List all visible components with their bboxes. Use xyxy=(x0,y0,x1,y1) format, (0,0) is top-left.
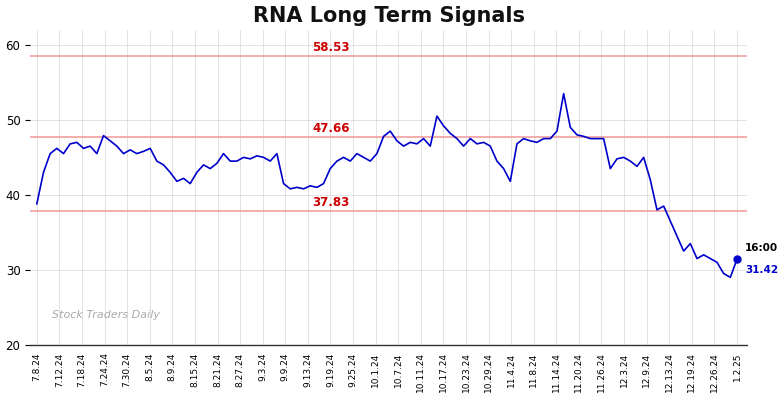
Title: RNA Long Term Signals: RNA Long Term Signals xyxy=(252,6,524,25)
Text: 37.83: 37.83 xyxy=(312,196,350,209)
Text: 31.42: 31.42 xyxy=(745,265,779,275)
Text: 58.53: 58.53 xyxy=(312,41,350,54)
Text: 16:00: 16:00 xyxy=(745,243,779,253)
Text: Stock Traders Daily: Stock Traders Daily xyxy=(52,310,160,320)
Text: 47.66: 47.66 xyxy=(312,122,350,135)
